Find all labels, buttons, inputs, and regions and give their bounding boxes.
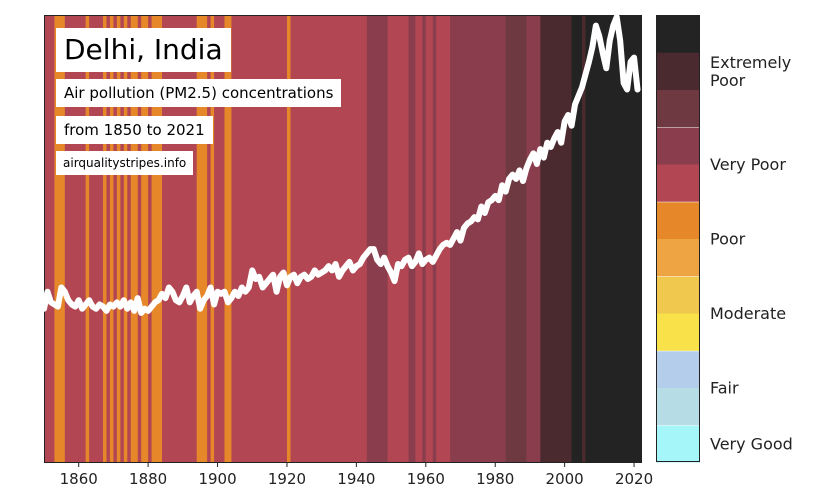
stripe-1873 xyxy=(123,15,128,462)
stripe-1850 xyxy=(44,15,55,462)
x-tick-label-1980: 1980 xyxy=(476,470,514,488)
stripe-1878 xyxy=(141,15,149,462)
x-tick-label-1880: 1880 xyxy=(129,470,167,488)
legend-swatch-very-poor-2 xyxy=(656,126,700,165)
legend: Very Good Fair Moderate Poor Very Poor Extrem… xyxy=(656,15,793,463)
legend-swatch-very-good xyxy=(656,424,700,463)
stripe-1962 xyxy=(432,15,437,462)
x-tick-label-1900: 1900 xyxy=(198,470,236,488)
stripe-1877 xyxy=(137,15,142,462)
stripe-1871 xyxy=(116,15,121,462)
stripe-1875 xyxy=(130,15,139,462)
legend-label-very-poor: Very Poor xyxy=(710,155,786,174)
legend-label-very-good: Very Good xyxy=(710,434,793,453)
stripe-1898 xyxy=(210,15,215,462)
legend-swatch-extremely-poor-1 xyxy=(656,89,700,128)
stripe-1881 xyxy=(151,15,163,462)
legend-swatch-poor-1 xyxy=(656,238,700,277)
legend-label-fair: Fair xyxy=(710,379,739,398)
x-tick-label-1960: 1960 xyxy=(407,470,445,488)
legend-label-moderate: Moderate xyxy=(710,304,786,323)
legend-swatch-moderate-1 xyxy=(656,313,700,351)
legend-swatch-fair-1 xyxy=(656,387,700,426)
stripe-1955 xyxy=(408,15,416,462)
stripe-1872 xyxy=(120,15,125,462)
x-tick-label-1940: 1940 xyxy=(337,470,375,488)
stripe-2002 xyxy=(571,15,583,462)
x-tick-label-2000: 2000 xyxy=(546,470,584,488)
source-label: airqualitystripes.info xyxy=(56,151,194,175)
legend-frame xyxy=(656,15,700,462)
chart-subtitle: Air pollution (PM2.5) concentrations xyxy=(56,79,342,107)
stripe-1862 xyxy=(85,15,90,462)
date-range-label: from 1850 to 2021 xyxy=(56,116,213,144)
x-tick-label-1920: 1920 xyxy=(268,470,306,488)
stripe-1943 xyxy=(366,15,389,462)
stripe-1983 xyxy=(505,15,527,462)
x-axis: 1860 1880 1900 1920 1940 1960 1980 2000 2020 xyxy=(60,462,653,488)
stripe-1959 xyxy=(422,15,427,462)
stripe-1870 xyxy=(113,15,118,462)
legend-swatch-beyond xyxy=(656,15,700,53)
stripe-1880 xyxy=(148,15,152,462)
stripe-1949 xyxy=(387,15,409,462)
legend-swatch-extremely-poor-2 xyxy=(656,52,700,90)
pm25-series-line xyxy=(44,15,641,316)
stripe-1869 xyxy=(109,15,114,462)
legend-label-poor: Poor xyxy=(710,230,746,249)
stripe-1902 xyxy=(224,15,232,462)
stripe-1957 xyxy=(415,15,423,462)
legend-swatch-very-poor-1 xyxy=(656,164,700,202)
chart-title: Delhi, India xyxy=(56,28,231,72)
legend-swatch-fair-2 xyxy=(656,350,700,388)
stripe-2006 xyxy=(585,15,642,462)
x-tick-label-2020: 2020 xyxy=(615,470,653,488)
plot-frame xyxy=(44,15,642,463)
stripe-1989 xyxy=(526,15,541,462)
stripe-1960 xyxy=(425,15,434,462)
stripe-1868 xyxy=(106,15,111,462)
stripe-1874 xyxy=(127,15,132,462)
stripe-1867 xyxy=(103,15,107,462)
stripe-1920 xyxy=(286,15,291,462)
stripe-1899 xyxy=(214,15,225,462)
x-tick-label-1860: 1860 xyxy=(60,470,98,488)
stripe-1993 xyxy=(540,15,572,462)
stripe-1853 xyxy=(54,15,66,462)
stripe-1963 xyxy=(436,15,451,462)
stripe-1897 xyxy=(207,15,211,462)
legend-swatch-moderate-2 xyxy=(656,275,700,314)
legend-label-extremely-poor: Extremely Poor xyxy=(710,53,791,90)
legend-swatch-poor-2 xyxy=(656,201,700,239)
stripe-1894 xyxy=(196,15,208,462)
stripe-2005 xyxy=(581,15,586,462)
